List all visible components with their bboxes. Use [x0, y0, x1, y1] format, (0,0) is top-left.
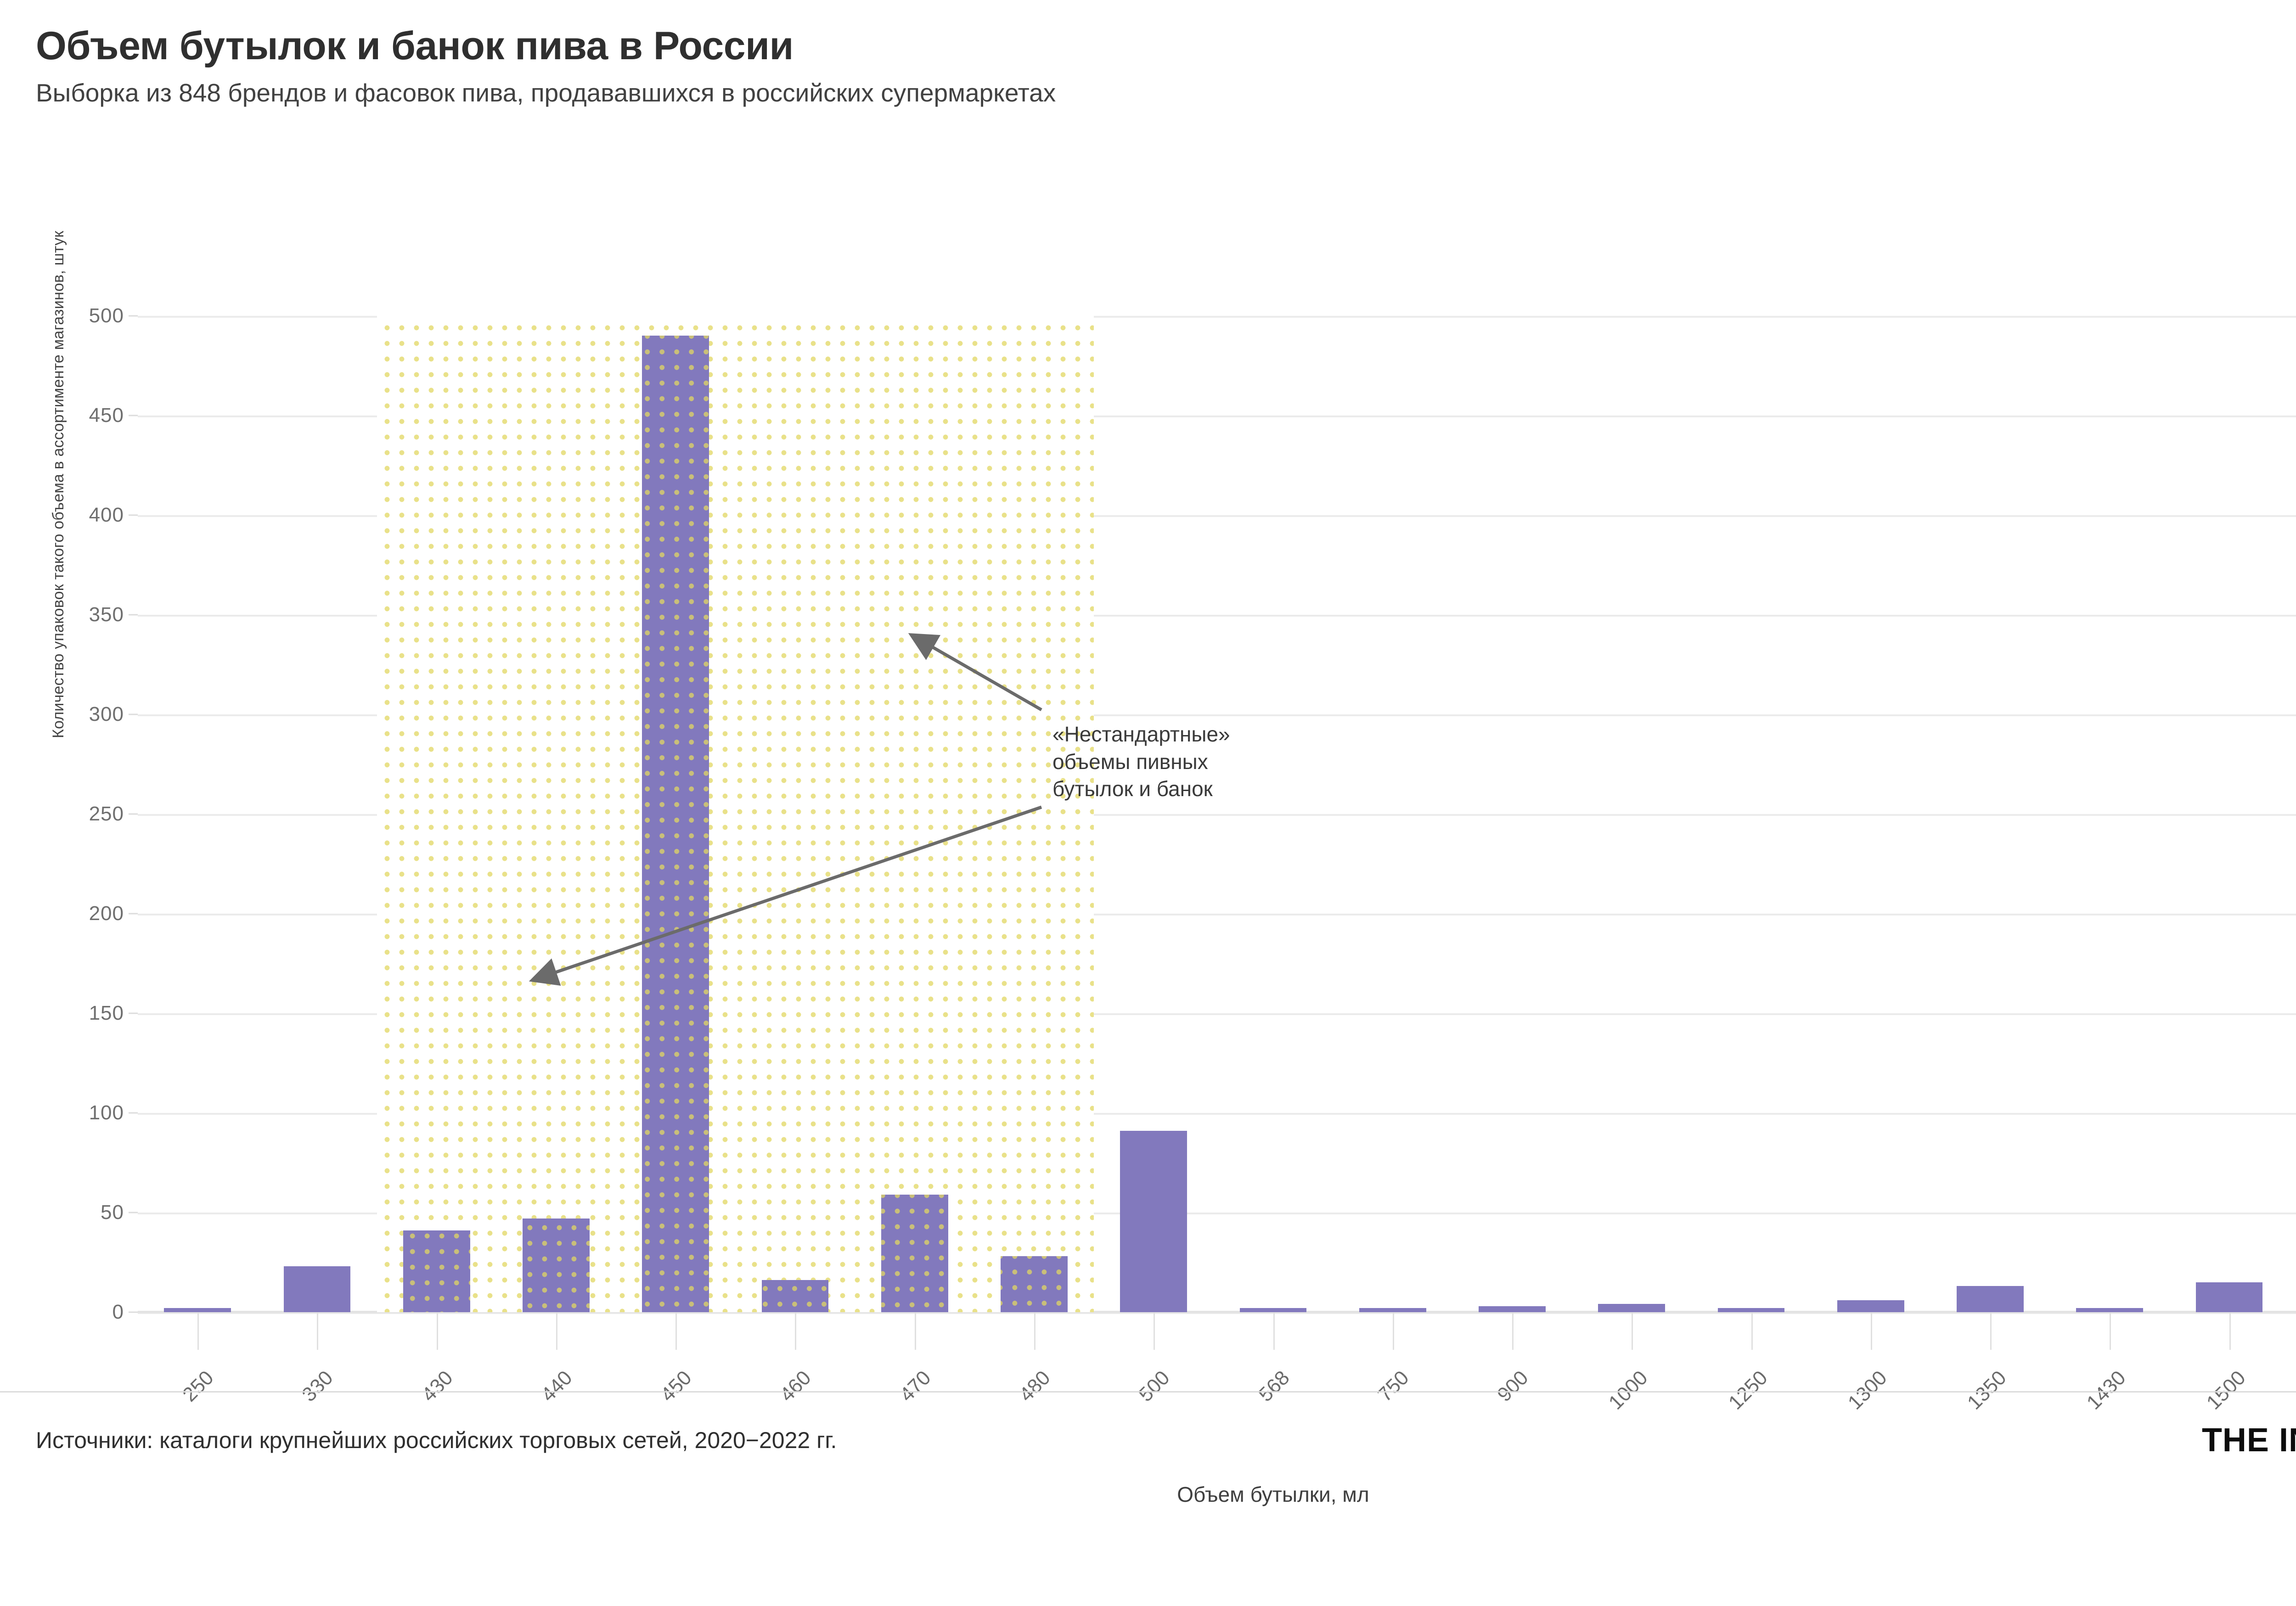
gridline [138, 814, 2296, 816]
y-tick-label: 300 [89, 702, 124, 725]
bar[interactable] [1239, 1308, 1307, 1312]
x-tick-mark [1990, 1312, 1992, 1350]
chart-subtitle: Выборка из 848 брендов и фасовок пива, п… [36, 79, 1056, 107]
y-tick-mark [129, 913, 138, 915]
y-tick-label: 450 [89, 404, 124, 427]
gridline [138, 714, 2296, 716]
bar[interactable] [403, 1230, 470, 1312]
chart-header: Объем бутылок и банок пива в России Выбо… [0, 0, 2296, 107]
y-tick-mark [129, 315, 138, 317]
bar[interactable] [642, 336, 709, 1312]
axis-baseline [138, 1310, 2296, 1313]
x-tick-mark [556, 1312, 557, 1350]
plot-area: 0 50 100 150 200 250 300 350 400 450 500 [89, 304, 2296, 1323]
brand-logo: THE INSIDER [2201, 1421, 2296, 1459]
bar[interactable] [2076, 1308, 2144, 1312]
x-tick-mark [675, 1312, 677, 1350]
y-tick-mark [129, 514, 138, 516]
bar[interactable] [1359, 1308, 1426, 1312]
gridline [138, 415, 2296, 417]
y-tick-mark [129, 614, 138, 616]
x-tick-mark [1512, 1312, 1514, 1350]
y-tick-mark [129, 813, 138, 815]
bar[interactable] [283, 1266, 351, 1312]
bar[interactable] [1001, 1256, 1068, 1312]
x-tick-mark [1034, 1312, 1035, 1350]
gridline [138, 614, 2296, 617]
plot-wrapper: Количество упаковок такого объема в ассо… [0, 128, 2296, 1506]
gridline [138, 515, 2296, 517]
x-tick-mark [1632, 1312, 1633, 1350]
bar[interactable] [1717, 1308, 1785, 1312]
chart-title: Объем бутылок и банок пива в России [36, 24, 793, 68]
x-tick-mark [197, 1312, 199, 1350]
y-tick-label: 0 [112, 1300, 124, 1323]
x-tick-mark [436, 1312, 438, 1350]
source-note: Источники: каталоги крупнейших российски… [36, 1427, 837, 1453]
gridline [138, 1013, 2296, 1015]
y-tick-mark [129, 713, 138, 715]
y-tick-mark [129, 1212, 138, 1213]
y-tick-mark [129, 1112, 138, 1114]
x-tick-mark [1870, 1312, 1872, 1350]
y-tick-label: 150 [89, 1001, 124, 1024]
bar[interactable] [1120, 1130, 1187, 1312]
bar[interactable] [523, 1218, 590, 1312]
y-tick-mark [129, 1012, 138, 1014]
bar[interactable] [1598, 1304, 1666, 1312]
y-tick-label: 200 [89, 902, 124, 925]
y-tick-label: 250 [89, 802, 124, 825]
x-tick-mark [1154, 1312, 1155, 1350]
y-tick-label: 350 [89, 603, 124, 626]
y-tick-label: 50 [101, 1201, 124, 1224]
gridline [138, 1112, 2296, 1115]
x-tick-mark [1392, 1312, 1394, 1350]
gridline [138, 1212, 2296, 1214]
gridline [138, 1312, 2296, 1314]
chart-footer: Источники: каталоги крупнейших российски… [0, 1391, 2296, 1488]
bar[interactable] [1479, 1306, 1546, 1312]
bars-group [138, 316, 2296, 1312]
x-tick-mark [1751, 1312, 1753, 1350]
x-tick-mark [795, 1312, 797, 1350]
y-tick-label: 400 [89, 503, 124, 526]
bar[interactable] [761, 1280, 829, 1312]
x-tick-mark [914, 1312, 916, 1350]
bar[interactable] [164, 1308, 231, 1312]
chart-page: Объем бутылок и банок пива в России Выбо… [0, 0, 2296, 1506]
y-tick-mark [129, 415, 138, 416]
bar[interactable] [881, 1194, 948, 1312]
bar[interactable] [1837, 1300, 1904, 1312]
x-tick-mark [317, 1312, 319, 1350]
y-tick-label: 100 [89, 1101, 124, 1124]
bar[interactable] [2195, 1282, 2263, 1312]
gridline [138, 913, 2296, 915]
x-tick-mark [1273, 1312, 1275, 1350]
bar[interactable] [1957, 1286, 2024, 1312]
x-tick-mark [2110, 1312, 2111, 1350]
y-tick-label: 500 [89, 304, 124, 327]
x-tick-mark [2229, 1312, 2231, 1350]
annotation-label: «Нестандартные» объемы пивных бутылок и … [1052, 722, 1230, 801]
y-tick-mark [129, 1311, 138, 1313]
gridline [138, 315, 2296, 318]
